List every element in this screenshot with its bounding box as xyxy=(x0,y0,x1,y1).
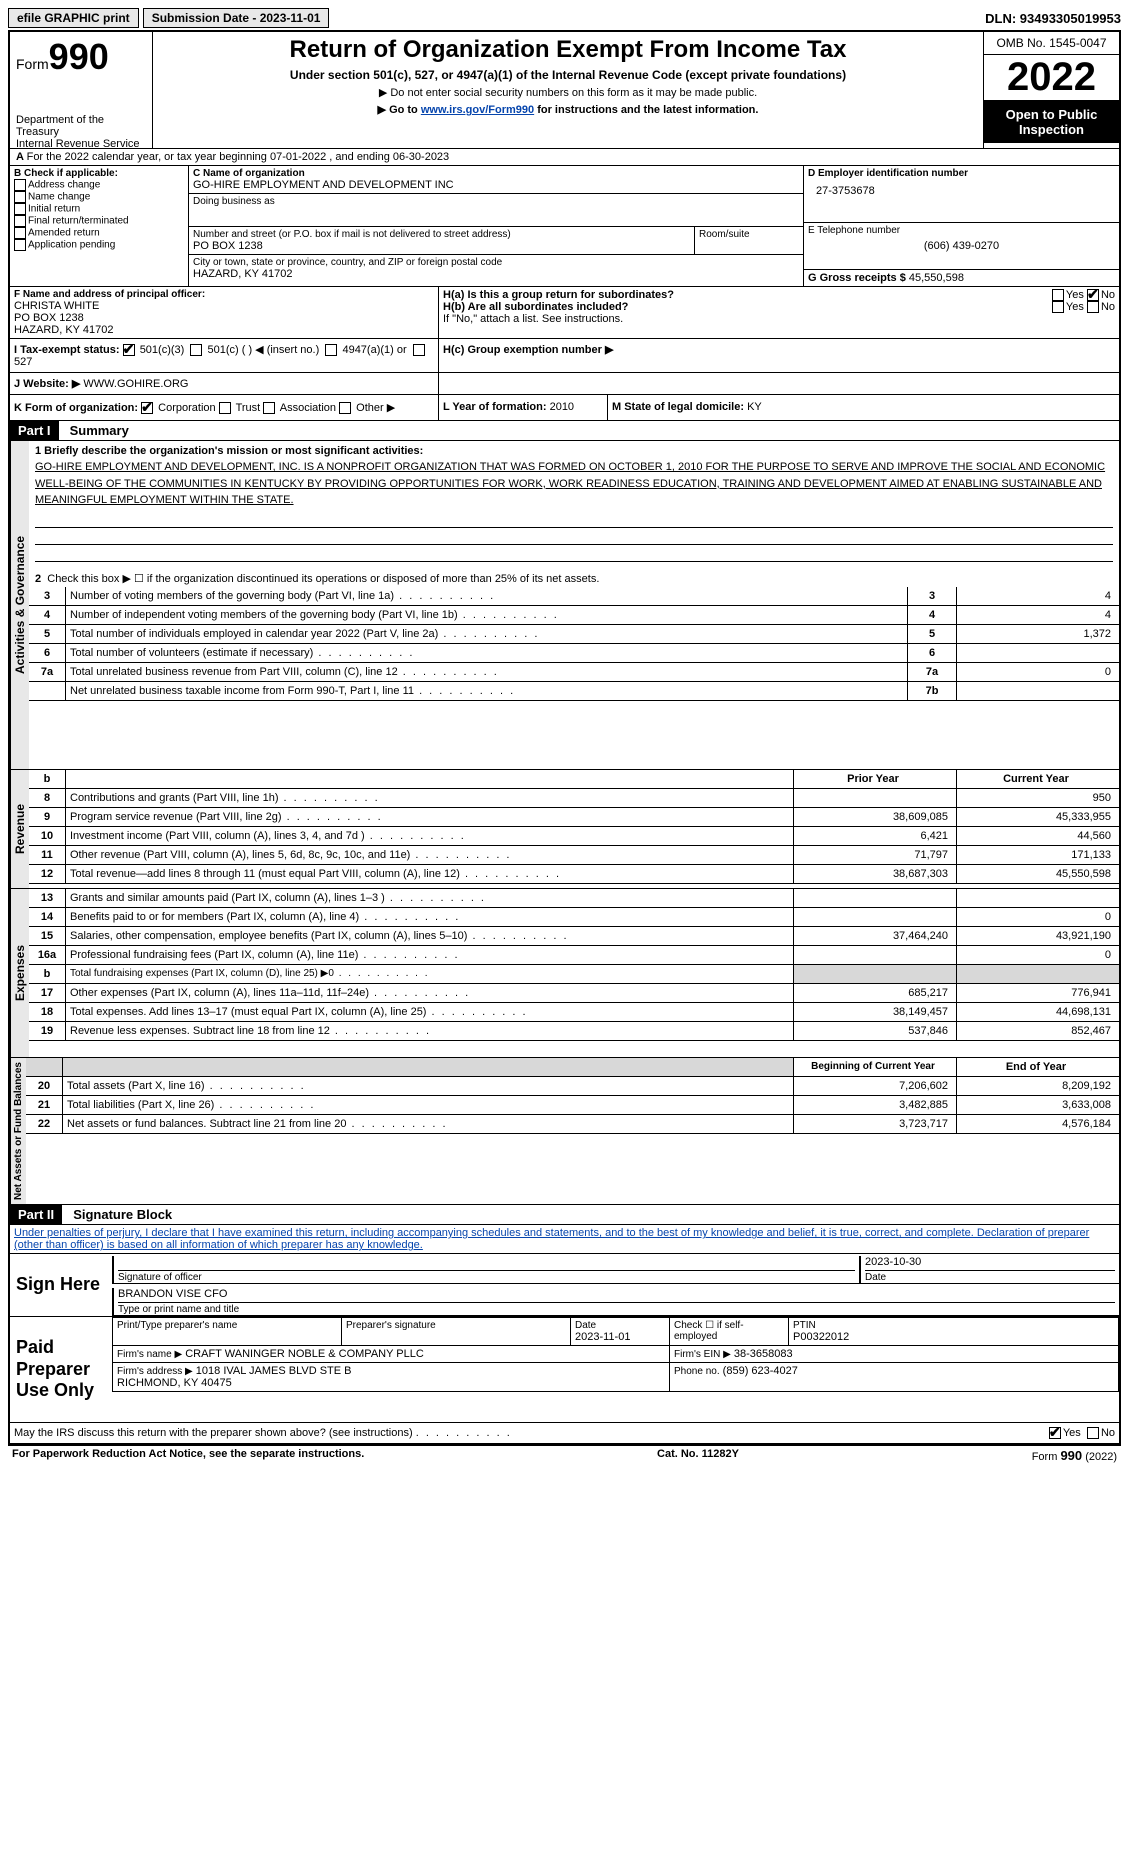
omb-label: OMB No. 1545-0047 xyxy=(984,32,1119,55)
section-hc: H(c) Group exemption number ▶ xyxy=(443,344,613,356)
section-h: H(a) Is this a group return for subordin… xyxy=(439,287,1119,338)
form-title: Return of Organization Exempt From Incom… xyxy=(159,36,977,64)
netassets-table: Beginning of Current Year End of Year 20… xyxy=(26,1058,1119,1134)
tab-expenses: Expenses xyxy=(10,889,29,1057)
section-c: C Name of organization GO-HIRE EMPLOYMEN… xyxy=(189,166,804,286)
discuss-yes-checkbox[interactable] xyxy=(1049,1427,1061,1439)
paid-preparer-label: Paid Preparer Use Only xyxy=(10,1317,112,1422)
year-cell: OMB No. 1545-0047 2022 Open to Public In… xyxy=(983,32,1119,148)
perjury-text: Under penalties of perjury, I declare th… xyxy=(14,1227,1089,1251)
line2-text: Check this box ▶ ☐ if the organization d… xyxy=(47,573,599,585)
527-checkbox[interactable] xyxy=(413,344,425,356)
part1-title: Summary xyxy=(62,423,129,438)
section-deg: D Employer identification number 27-3753… xyxy=(804,166,1119,286)
ha-yes-checkbox[interactable] xyxy=(1052,289,1064,301)
form-title-cell: Return of Organization Exempt From Incom… xyxy=(153,32,983,148)
address-change-checkbox[interactable] xyxy=(14,179,26,191)
section-f: F Name and address of principal officer:… xyxy=(10,287,439,338)
application-pending-checkbox[interactable] xyxy=(14,239,26,251)
final-return-checkbox[interactable] xyxy=(14,215,26,227)
tax-year: 2022 xyxy=(984,55,1119,101)
city: HAZARD, KY 41702 xyxy=(193,268,799,280)
page-footer: For Paperwork Reduction Act Notice, see … xyxy=(8,1446,1121,1465)
discuss-text: May the IRS discuss this return with the… xyxy=(14,1427,413,1439)
section-k: K Form of organization: Corporation Trus… xyxy=(10,395,439,420)
mission-text: GO-HIRE EMPLOYMENT AND DEVELOPMENT, INC.… xyxy=(29,457,1119,511)
irs-link[interactable]: www.irs.gov/Form990 xyxy=(421,104,534,116)
revenue-table: b Prior Year Current Year 8Contributions… xyxy=(29,770,1119,884)
officer-name: BRANDON VISE CFO xyxy=(118,1288,227,1300)
form-container: Form990 Department of the Treasury Inter… xyxy=(8,30,1121,1446)
amended-return-checkbox[interactable] xyxy=(14,227,26,239)
section-l: L Year of formation: 2010 xyxy=(439,395,608,420)
initial-return-checkbox[interactable] xyxy=(14,203,26,215)
ha-no-checkbox[interactable] xyxy=(1087,289,1099,301)
section-a: A For the 2022 calendar year, or tax yea… xyxy=(10,149,1119,166)
open-inspection: Open to Public Inspection xyxy=(984,101,1119,143)
trust-checkbox[interactable] xyxy=(219,402,231,414)
form-id-cell: Form990 Department of the Treasury Inter… xyxy=(10,32,153,148)
section-b: B Check if applicable: Address change Na… xyxy=(10,166,189,286)
efile-print-button[interactable]: efile GRAPHIC print xyxy=(8,8,139,28)
part1-label: Part I xyxy=(10,421,59,440)
section-m: M State of legal domicile: KY xyxy=(608,395,1119,420)
sign-here-label: Sign Here xyxy=(10,1254,112,1316)
ssn-note: ▶ Do not enter social security numbers o… xyxy=(159,86,977,99)
dln-label: DLN: 93493305019953 xyxy=(985,11,1121,26)
hb-no-checkbox[interactable] xyxy=(1087,301,1099,313)
top-toolbar: efile GRAPHIC print Submission Date - 20… xyxy=(8,8,1121,28)
tab-activities-governance: Activities & Governance xyxy=(10,441,29,769)
street: PO BOX 1238 xyxy=(193,240,690,252)
form-subtitle: Under section 501(c), 527, or 4947(a)(1)… xyxy=(159,68,977,82)
website: WWW.GOHIRE.ORG xyxy=(83,378,188,390)
dept-label: Department of the Treasury xyxy=(16,114,146,138)
part2-title: Signature Block xyxy=(65,1207,172,1222)
4947-checkbox[interactable] xyxy=(325,344,337,356)
501c-checkbox[interactable] xyxy=(190,344,202,356)
expenses-table: 13Grants and similar amounts paid (Part … xyxy=(29,889,1119,1041)
org-name: GO-HIRE EMPLOYMENT AND DEVELOPMENT INC xyxy=(193,179,799,191)
part2-label: Part II xyxy=(10,1205,62,1224)
phone: (606) 439-0270 xyxy=(808,240,1115,252)
submission-date-button[interactable]: Submission Date - 2023-11-01 xyxy=(143,8,330,28)
corp-checkbox[interactable] xyxy=(141,402,153,414)
tab-net-assets: Net Assets or Fund Balances xyxy=(10,1058,26,1204)
ag-table: 3Number of voting members of the governi… xyxy=(29,587,1119,701)
irs-label: Internal Revenue Service xyxy=(16,138,146,150)
other-checkbox[interactable] xyxy=(339,402,351,414)
section-i: I Tax-exempt status: 501(c)(3) 501(c) ( … xyxy=(10,339,439,372)
ein: 27-3753678 xyxy=(816,185,1115,197)
assoc-checkbox[interactable] xyxy=(263,402,275,414)
line1-label: 1 Briefly describe the organization's mi… xyxy=(35,445,423,457)
name-change-checkbox[interactable] xyxy=(14,191,26,203)
goto-note: ▶ Go to www.irs.gov/Form990 for instruct… xyxy=(159,103,977,116)
section-j: J Website: ▶ WWW.GOHIRE.ORG xyxy=(10,373,439,394)
tab-revenue: Revenue xyxy=(10,770,29,888)
preparer-table: Print/Type preparer's name Preparer's si… xyxy=(112,1317,1119,1392)
501c3-checkbox[interactable] xyxy=(123,344,135,356)
gross-receipts: 45,550,598 xyxy=(909,272,964,284)
discuss-no-checkbox[interactable] xyxy=(1087,1427,1099,1439)
hb-yes-checkbox[interactable] xyxy=(1052,301,1064,313)
